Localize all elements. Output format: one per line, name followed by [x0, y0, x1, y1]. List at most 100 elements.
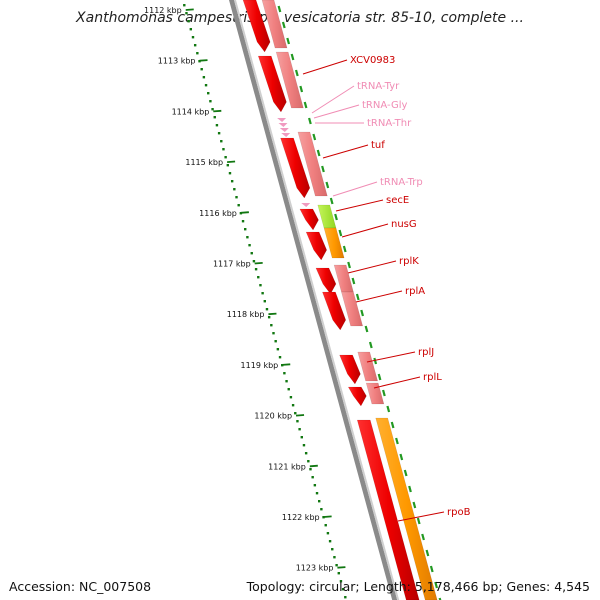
- gene-block-tuf: [297, 131, 328, 197]
- ruler-dot: [267, 316, 271, 319]
- ruler-dot: [217, 132, 221, 135]
- ruler-dot: [333, 556, 336, 559]
- ruler-dot: [294, 412, 297, 415]
- ruler-dot: [228, 172, 232, 175]
- ruler-dot: [215, 124, 219, 127]
- ruler-dot: [337, 572, 340, 575]
- ruler-dot: [252, 260, 256, 263]
- ruler-dot: [302, 444, 306, 447]
- gene-arrow-rplk: [315, 267, 337, 295]
- ruler-dot: [244, 228, 247, 231]
- ruler-dot: [254, 268, 258, 271]
- outer-track-dash: [321, 165, 325, 173]
- gene-label[interactable]: tRNA-Gly: [362, 100, 407, 111]
- ruler-dot: [187, 20, 190, 23]
- label-leader: [341, 223, 389, 238]
- ruler-dot: [315, 492, 319, 495]
- gene-block-sece: [317, 204, 337, 229]
- kbp-tick-label: 1114 kbp: [172, 107, 210, 116]
- gene-label[interactable]: rplA: [405, 286, 425, 297]
- ruler-dot: [283, 372, 286, 375]
- gene-label[interactable]: XCV0983: [350, 55, 395, 66]
- gene-label[interactable]: nusG: [391, 219, 417, 230]
- topology-text: Topology: circular; Length: 5,178,466 bp…: [246, 579, 590, 594]
- trna-marker: [279, 128, 289, 132]
- ruler-dot: [285, 380, 288, 383]
- gene-block-rplk: [333, 264, 354, 293]
- kbp-ruler-labels: 1112 kbp 1113 kbp 1114 kbp 1115 kbp 1116 kbp…: [144, 6, 333, 573]
- ruler-dot: [289, 396, 293, 399]
- ruler-dot: [326, 532, 330, 535]
- ruler-tick: [295, 414, 305, 417]
- outer-track-dash: [412, 501, 417, 509]
- ruler-dot: [274, 340, 277, 343]
- outer-track-dash: [429, 565, 434, 573]
- gene-label[interactable]: secE: [386, 195, 409, 206]
- gene-label[interactable]: rplK: [399, 256, 419, 267]
- gene-block: [261, 0, 288, 49]
- ruler-dot: [193, 44, 197, 47]
- gene-arrow-xcv0983: [257, 55, 287, 113]
- map-title: Xanthomonas campestris pv. vesicatoria s…: [75, 10, 524, 26]
- ruler-dot: [300, 436, 303, 439]
- ruler-dot: [196, 52, 199, 55]
- gene-label[interactable]: rplL: [423, 372, 442, 383]
- ruler-tick: [337, 566, 346, 569]
- ruler-dot: [328, 540, 332, 543]
- outer-track-dash: [373, 357, 378, 365]
- ruler-dot: [200, 68, 203, 71]
- ruler-dot: [237, 204, 240, 207]
- ruler-dot: [344, 596, 347, 599]
- label-leader: [366, 351, 416, 363]
- ruler-tick: [240, 211, 249, 214]
- ruler-dot: [324, 524, 327, 527]
- outer-track-dash: [416, 517, 421, 525]
- gene-label[interactable]: tRNA-Tyr: [357, 81, 400, 92]
- ruler-dot: [213, 116, 216, 119]
- outer-track-dash: [334, 213, 338, 221]
- label-leader: [397, 511, 445, 522]
- ruler-dot: [298, 428, 301, 431]
- ruler-dot: [211, 108, 214, 111]
- label-leader: [355, 290, 403, 303]
- ruler-dot: [341, 588, 345, 591]
- ruler-tick: [185, 8, 194, 11]
- gene-arrow-sece: [299, 208, 319, 231]
- outer-track-dash: [386, 405, 391, 413]
- ruler-dot: [207, 92, 210, 95]
- ruler-dot: [263, 300, 266, 303]
- ruler-tick: [227, 160, 236, 163]
- ruler-tick: [254, 262, 263, 265]
- ruler-dot: [185, 12, 188, 15]
- outer-track-dash: [364, 325, 369, 333]
- outer-track-dash: [294, 69, 299, 77]
- ruler-dot: [248, 244, 251, 247]
- ruler-dot: [250, 252, 253, 255]
- gene-label[interactable]: tuf: [371, 140, 385, 151]
- ruler-dot: [246, 236, 249, 239]
- ruler-dot: [278, 356, 282, 359]
- gene-label[interactable]: tRNA-Thr: [367, 118, 412, 129]
- gene-arrow-tuf: [280, 137, 311, 199]
- kbp-tick-label: 1119 kbp: [241, 361, 279, 370]
- gene-label[interactable]: tRNA-Trp: [380, 177, 423, 188]
- label-leader: [322, 144, 369, 159]
- ruler-dot: [209, 100, 212, 103]
- ruler-dot: [259, 284, 262, 287]
- gene-label[interactable]: rplJ: [418, 347, 434, 358]
- outer-track-dash: [277, 5, 282, 13]
- gene-arrow-rpla: [322, 291, 347, 331]
- label-leader: [332, 181, 378, 197]
- ruler-dot: [318, 500, 321, 503]
- outer-track-dash: [338, 229, 343, 237]
- kbp-tick-label: 1118 kbp: [227, 310, 265, 319]
- ruler-dot: [304, 452, 308, 455]
- gene-label[interactable]: rpoB: [447, 507, 471, 518]
- ruler-dot: [198, 60, 201, 63]
- ruler-dot: [331, 548, 334, 551]
- gene-features: [242, 0, 438, 600]
- gene-block-rplj: [357, 351, 378, 382]
- backbone-line: [229, 0, 398, 600]
- ruler-dot: [313, 484, 317, 487]
